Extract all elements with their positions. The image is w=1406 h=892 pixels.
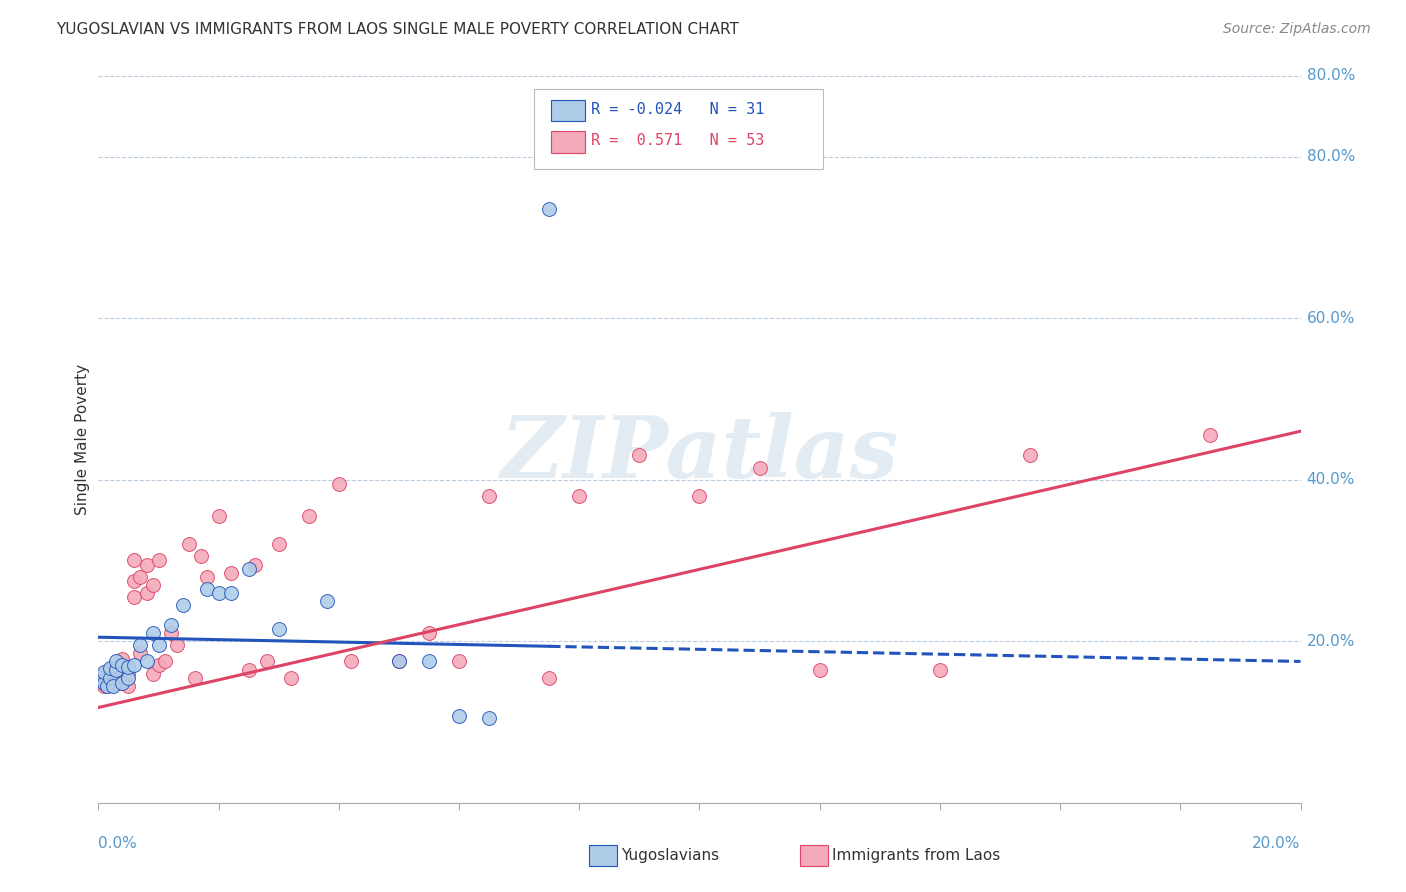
Point xyxy=(93,676,115,690)
Point xyxy=(96,679,118,693)
Point xyxy=(280,671,302,685)
Point xyxy=(243,558,266,572)
Point xyxy=(1199,428,1222,442)
Point xyxy=(166,638,188,652)
Text: ZIPatlas: ZIPatlas xyxy=(501,412,898,496)
Point xyxy=(93,665,115,679)
Point xyxy=(568,489,591,503)
Point xyxy=(447,708,470,723)
Point xyxy=(388,655,411,669)
Point xyxy=(195,582,218,596)
Point xyxy=(418,626,440,640)
Point xyxy=(93,666,115,681)
Point xyxy=(219,566,242,580)
Y-axis label: Single Male Poverty: Single Male Poverty xyxy=(75,364,90,515)
Point xyxy=(388,655,411,669)
Text: YUGOSLAVIAN VS IMMIGRANTS FROM LAOS SINGLE MALE POVERTY CORRELATION CHART: YUGOSLAVIAN VS IMMIGRANTS FROM LAOS SING… xyxy=(56,22,740,37)
Text: 80.0%: 80.0% xyxy=(1306,149,1355,164)
Point xyxy=(148,553,170,567)
Point xyxy=(328,476,350,491)
Text: Yugoslavians: Yugoslavians xyxy=(621,848,720,863)
Point xyxy=(929,663,952,677)
Point xyxy=(315,594,337,608)
Point xyxy=(177,537,200,551)
Point xyxy=(447,655,470,669)
Point xyxy=(340,655,363,669)
Point xyxy=(111,658,134,673)
Point xyxy=(267,622,290,636)
Text: 0.0%: 0.0% xyxy=(98,836,138,850)
Point xyxy=(688,489,710,503)
Text: 40.0%: 40.0% xyxy=(1306,472,1355,487)
Point xyxy=(808,663,831,677)
Point xyxy=(148,658,170,673)
Point xyxy=(100,671,122,685)
Point xyxy=(111,652,134,666)
Point xyxy=(111,676,134,690)
Point xyxy=(117,660,139,674)
Point xyxy=(117,666,139,681)
Point xyxy=(538,202,561,216)
Point xyxy=(267,537,290,551)
Point xyxy=(93,679,115,693)
Point xyxy=(628,449,651,463)
Point xyxy=(141,666,163,681)
Point xyxy=(124,574,146,588)
Point xyxy=(418,655,440,669)
Point xyxy=(478,711,501,725)
Point xyxy=(90,676,112,690)
Point xyxy=(208,509,231,524)
Point xyxy=(195,569,218,583)
Point xyxy=(159,618,181,632)
Text: 60.0%: 60.0% xyxy=(1306,310,1355,326)
Point xyxy=(208,586,231,600)
Point xyxy=(129,569,152,583)
Point xyxy=(748,460,770,475)
Point xyxy=(135,558,157,572)
Point xyxy=(238,663,260,677)
Point xyxy=(478,489,501,503)
Point xyxy=(238,561,260,575)
Point xyxy=(90,671,112,685)
Text: Source: ZipAtlas.com: Source: ZipAtlas.com xyxy=(1223,22,1371,37)
Point xyxy=(117,671,139,685)
Point xyxy=(298,509,321,524)
Point xyxy=(141,626,163,640)
Point xyxy=(135,586,157,600)
Text: R = -0.024   N = 31: R = -0.024 N = 31 xyxy=(591,103,763,117)
Point xyxy=(124,553,146,567)
Point xyxy=(190,549,212,564)
Point xyxy=(124,590,146,604)
Point xyxy=(100,663,122,677)
Point xyxy=(148,638,170,652)
Point xyxy=(219,586,242,600)
Point xyxy=(105,655,128,669)
Point xyxy=(100,661,122,675)
Point xyxy=(124,658,146,673)
Text: Immigrants from Laos: Immigrants from Laos xyxy=(832,848,1001,863)
Point xyxy=(105,663,128,677)
Text: R =  0.571   N = 53: R = 0.571 N = 53 xyxy=(591,134,763,148)
Point xyxy=(538,671,561,685)
Point xyxy=(256,655,278,669)
Point xyxy=(183,671,205,685)
Point xyxy=(1019,449,1042,463)
Text: 20.0%: 20.0% xyxy=(1306,633,1355,648)
Point xyxy=(105,676,128,690)
Point xyxy=(96,679,118,693)
Point xyxy=(111,676,134,690)
Point xyxy=(103,679,125,693)
Point xyxy=(129,646,152,660)
Point xyxy=(141,578,163,592)
Text: 80.0%: 80.0% xyxy=(1306,69,1355,83)
Point xyxy=(100,671,122,685)
Point xyxy=(153,655,176,669)
Point xyxy=(172,598,194,612)
Point xyxy=(129,638,152,652)
Point xyxy=(135,655,157,669)
Point xyxy=(159,626,181,640)
Point xyxy=(105,663,128,677)
Point xyxy=(117,679,139,693)
Text: 20.0%: 20.0% xyxy=(1253,836,1301,850)
